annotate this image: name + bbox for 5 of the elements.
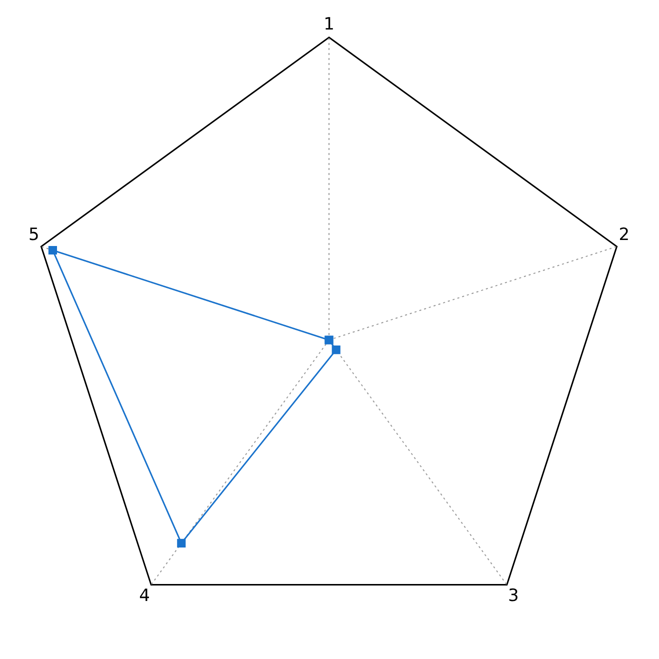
spoke-label: 5 (28, 225, 40, 246)
spoke-label: 4 (139, 586, 150, 606)
spoke-label: 1 (324, 14, 334, 35)
spoke-label: 2 (618, 225, 630, 246)
spoke-label: 3 (508, 586, 519, 606)
